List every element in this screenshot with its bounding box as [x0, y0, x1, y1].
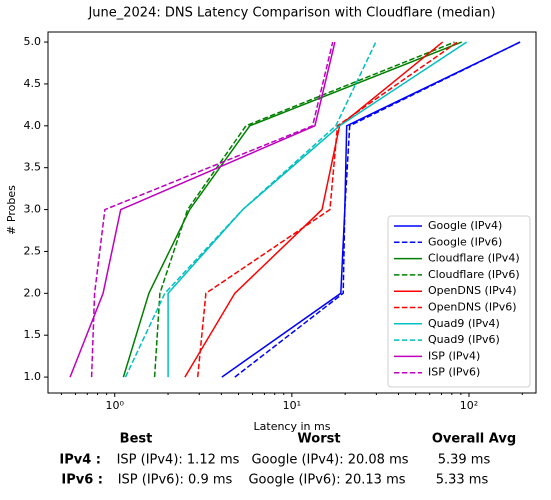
summary-cell: Google (IPv6): 20.13 ms — [248, 473, 405, 488]
y-tick-label: 4.5 — [24, 77, 42, 90]
y-tick-label: 1.0 — [24, 370, 42, 383]
series-line — [221, 41, 521, 378]
series-line — [196, 41, 458, 378]
legend-label: Cloudflare (IPv4) — [428, 252, 520, 265]
y-tick-label: 3.5 — [24, 161, 42, 174]
summary-row-label: IPv6 : — [61, 473, 103, 488]
legend-label: ISP (IPv6) — [428, 366, 480, 379]
summary-header: Best — [120, 432, 153, 447]
summary-header: Worst — [297, 432, 340, 447]
x-axis-label: Latency in ms — [254, 420, 331, 433]
legend-label: OpenDNS (IPv6) — [428, 301, 517, 314]
series-line — [69, 41, 336, 378]
y-tick-label: 2.5 — [24, 244, 42, 257]
x-tick-label: 10¹ — [283, 399, 301, 412]
series-line — [124, 41, 377, 378]
y-tick-label: 3.0 — [24, 203, 42, 216]
series-line — [122, 41, 462, 378]
series-line — [153, 41, 455, 378]
legend-box — [387, 215, 531, 388]
legend-label: ISP (IPv4) — [428, 349, 480, 362]
y-tick-label: 5.0 — [24, 35, 42, 48]
summary-cell: ISP (IPv4): 1.12 ms — [117, 453, 240, 468]
series-line — [90, 41, 334, 378]
legend-label: Cloudflare (IPv6) — [428, 268, 520, 281]
summary-header: Overall Avg — [432, 432, 516, 447]
legend-label: Google (IPv6) — [428, 235, 502, 248]
y-tick-label: 2.0 — [24, 286, 42, 299]
summary-cell: 5.39 ms — [438, 453, 491, 468]
x-tick-label: 10² — [460, 399, 478, 412]
legend-label: Google (IPv4) — [428, 219, 502, 232]
x-tick-label: 10⁰ — [106, 399, 125, 412]
legend-label: Quad9 (IPv4) — [428, 317, 500, 330]
summary-cell: 5.33 ms — [436, 473, 489, 488]
summary-cell: Google (IPv4): 20.08 ms — [251, 453, 408, 468]
y-tick-label: 1.5 — [24, 328, 42, 341]
summary-cell: ISP (IPv6): 0.9 ms — [118, 473, 233, 488]
legend-label: Quad9 (IPv6) — [428, 333, 500, 346]
summary-row-label: IPv4 : — [59, 453, 101, 468]
series-line — [184, 41, 444, 378]
series-line — [234, 41, 521, 378]
y-tick-label: 4.0 — [24, 119, 42, 132]
y-axis-label: # Probes — [5, 185, 18, 235]
legend-label: OpenDNS (IPv4) — [428, 284, 517, 297]
chart-title: June_2024: DNS Latency Comparison with C… — [87, 6, 495, 21]
